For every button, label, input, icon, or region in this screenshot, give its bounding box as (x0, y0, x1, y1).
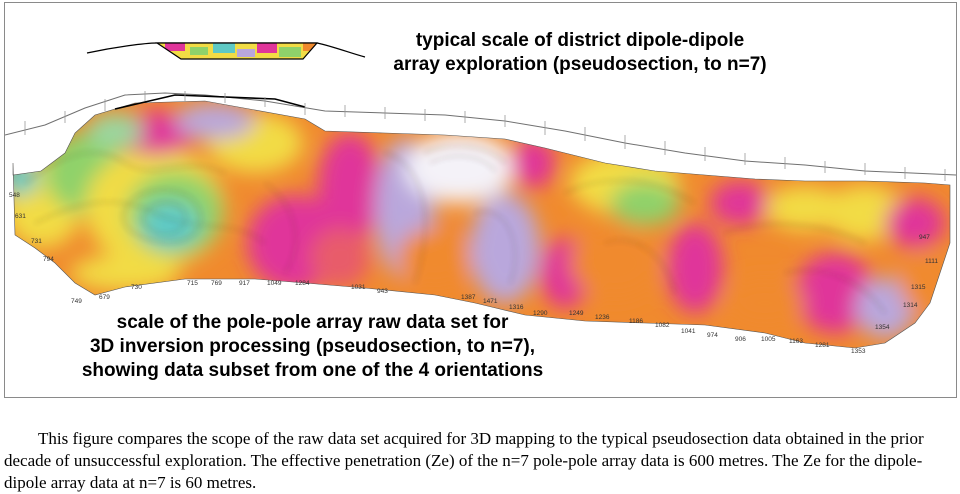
edge-value-right-0: 947 (919, 234, 930, 241)
edge-value-bottom-3: 917 (239, 280, 250, 287)
edge-value-left-1: 631 (15, 213, 26, 220)
station-ticks (24, 91, 946, 181)
edge-value-bottom-16: 1041 (681, 328, 696, 335)
edge-value-left-5: 679 (99, 294, 110, 301)
figure-caption: This figure compares the scope of the ra… (4, 429, 924, 492)
bottom-label-line-2: 3D inversion processing (pseudosection, … (89, 336, 535, 357)
edge-value-bottom-22: 1353 (851, 348, 866, 355)
bottom-label-line-1: scale of the pole-pole array raw data se… (116, 312, 509, 333)
section-outline (12, 100, 951, 349)
edge-value-left-2: 731 (31, 238, 42, 245)
edge-value-bottom-1: 715 (187, 280, 198, 287)
edge-value-bottom-14: 1186 (629, 318, 643, 325)
edge-value-bottom-12: 1249 (569, 310, 584, 317)
edge-values: 548 631 731 794 749 679 730 715 769 917 1049 1284 10… (9, 192, 938, 355)
edge-value-bottom-11: 1290 (533, 310, 548, 317)
edge-value-bottom-21: 1281 (815, 342, 830, 349)
edge-value-bottom-15: 1082 (655, 322, 670, 329)
edge-value-left-4: 749 (71, 298, 82, 305)
edge-value-bottom-9: 1471 (483, 298, 498, 305)
edge-value-bottom-18: 906 (735, 336, 746, 343)
edge-value-bottom-2: 769 (211, 280, 222, 287)
edge-value-bottom-4: 1049 (267, 280, 282, 287)
figure-frame: 548 631 731 794 749 679 730 715 769 917 1049 1284 10… (4, 2, 957, 398)
edge-value-bottom-8: 1387 (461, 294, 476, 301)
edge-value-bottom-20: 1163 (789, 338, 803, 345)
pole-pole-scale-label: scale of the pole-pole array raw data se… (35, 311, 590, 383)
edge-value-bottom-17: 974 (707, 332, 718, 339)
dipole-dipole-scale-label: typical scale of district dipole-dipole … (345, 29, 815, 77)
dipole-dipole-inset (86, 42, 366, 60)
edge-value-right-3: 1314 (903, 302, 918, 309)
edge-value-bottom-6: 1031 (351, 284, 366, 291)
edge-value-bottom-13: 1236 (595, 314, 610, 321)
topography-line (5, 92, 956, 176)
pseudosection-plot: 548 631 731 794 749 679 730 715 769 917 1049 1284 10… (5, 42, 956, 355)
edge-value-bottom-5: 1284 (295, 280, 310, 287)
edge-value-right-4: 1354 (875, 324, 890, 331)
edge-value-bottom-0: 730 (131, 284, 142, 291)
edge-value-right-1: 1111 (925, 258, 938, 265)
bottom-label-line-3: showing data subset from one of the 4 or… (81, 360, 544, 381)
edge-value-bottom-19: 1005 (761, 336, 776, 343)
edge-value-bottom-10: 1316 (509, 304, 524, 311)
top-label-line-1: typical scale of district dipole-dipole (415, 30, 745, 51)
edge-value-left-0: 548 (9, 192, 20, 199)
edge-value-left-3: 794 (43, 256, 54, 263)
edge-value-right-2: 1315 (911, 284, 926, 291)
edge-value-bottom-7: 943 (377, 288, 388, 295)
top-label-line-2: array exploration (pseudosection, to n=7… (393, 54, 767, 75)
